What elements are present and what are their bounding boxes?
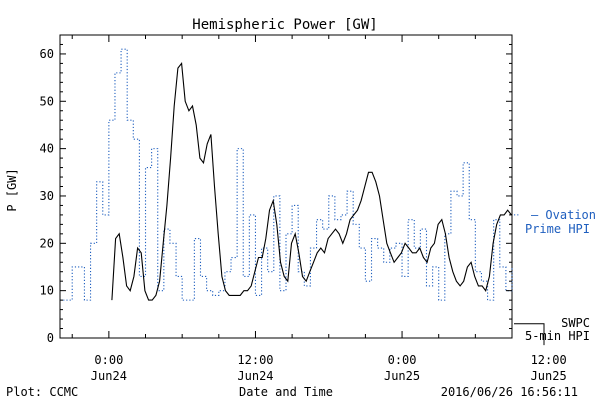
chart-title: Hemispheric Power [GW] [192, 17, 377, 33]
series-swpc-5min-hpi [111, 61, 512, 301]
x-axis-label: Date and Time [239, 385, 333, 399]
y-axis-label: P [GW] [5, 168, 19, 211]
x-tick-time-label: 0:00 [388, 353, 417, 367]
footer-timestamp: 2016/06/26 16:56:11 [441, 385, 578, 399]
legend-swpc-label: SWPC [561, 316, 590, 330]
x-tick-date-label: Jun24 [91, 369, 127, 383]
legend-swpc-connector [514, 323, 545, 346]
x-tick-time-label: 0:00 [94, 353, 123, 367]
legend-swpc-label-line2: 5-min HPI [525, 329, 590, 343]
y-tick-label: 30 [40, 189, 54, 203]
legend-ovation-label: — Ovation [531, 208, 596, 222]
legend-ovation-label-line2: Prime HPI [525, 222, 590, 236]
x-tick-date-label: Jun24 [237, 369, 273, 383]
x-tick-date-label: Jun25 [531, 369, 567, 383]
y-tick-label: 20 [40, 236, 54, 250]
x-tick-time-label: 12:00 [237, 353, 273, 367]
series-ovation-prime-hpi [60, 48, 513, 301]
plot-frame [59, 34, 513, 339]
y-tick-label: 10 [40, 284, 54, 298]
y-axis: 0 10 20 30 40 50 60 [40, 43, 512, 345]
y-tick-label: 40 [40, 142, 54, 156]
y-tick-label: 0 [47, 331, 54, 345]
x-tick-time-label: 12:00 [531, 353, 567, 367]
plot-area [59, 34, 513, 339]
y-tick-label: 60 [40, 47, 54, 61]
x-axis: 0:00Jun2412:00Jun240:00Jun2512:00Jun250:… [71, 35, 567, 383]
y-tick-label: 50 [40, 94, 54, 108]
footer-plot-credit: Plot: CCMC [6, 385, 78, 399]
x-tick-date-label: Jun25 [384, 369, 420, 383]
